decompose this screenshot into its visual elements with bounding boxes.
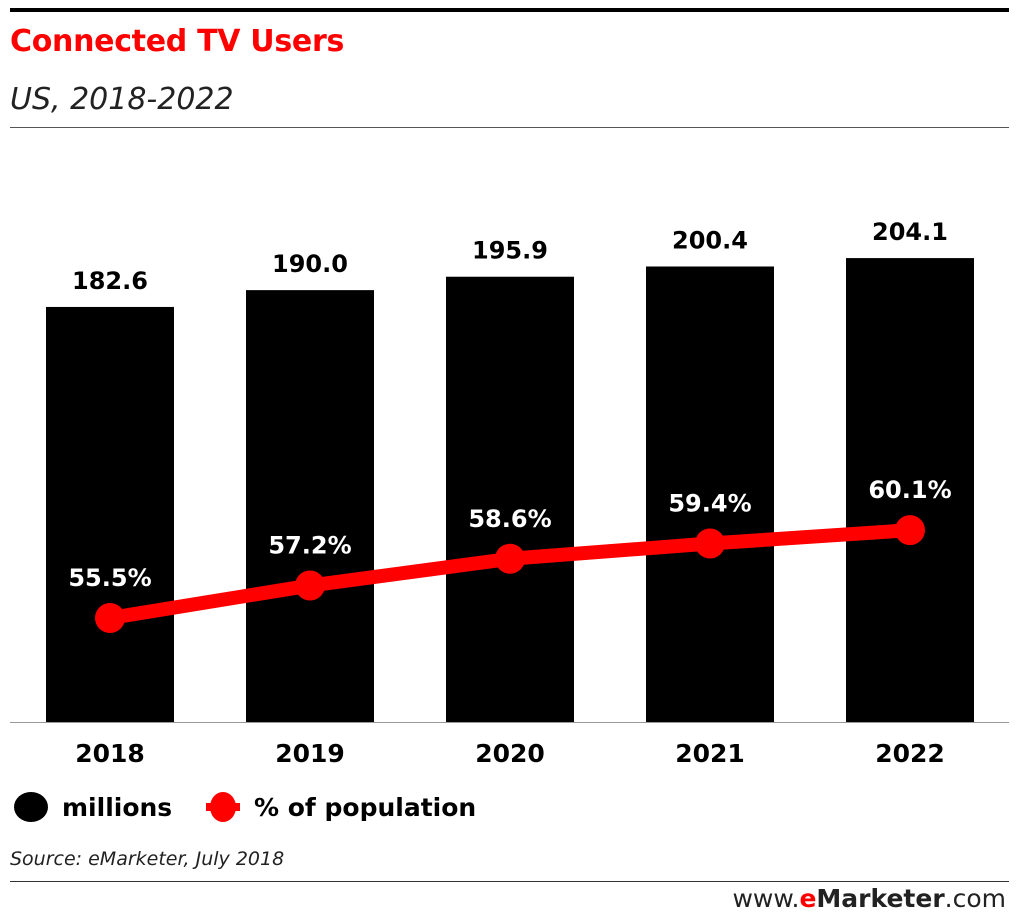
- bar-2021: [646, 266, 774, 722]
- bar-2022: [846, 258, 974, 722]
- bar-value-label-2018: 182.6: [72, 267, 148, 295]
- bar-2019: [246, 290, 374, 722]
- chart-subtitle: US, 2018-2022: [10, 82, 234, 117]
- chart-title: Connected TV Users: [10, 24, 345, 59]
- legend-label-millions: millions: [62, 792, 173, 822]
- bar-value-label-2019: 190.0: [272, 250, 348, 278]
- x-tick-label-2020: 2020: [475, 739, 545, 768]
- connected-tv-chart: 182.6 190.0 195.9 200.4 204.1 2018 2019 2020 202…: [10, 218, 1009, 768]
- population-label-2019: 57.2%: [268, 532, 351, 560]
- population-point-2021: [695, 528, 725, 559]
- population-point-2018: [95, 603, 125, 633]
- bar-2018: [46, 306, 174, 722]
- population-point-2020: [495, 543, 525, 574]
- legend-marker-population: [206, 792, 240, 822]
- bar-value-label-2021: 200.4: [672, 226, 748, 254]
- population-label-2018: 55.5%: [68, 564, 151, 592]
- legend-item-millions: millions: [14, 790, 172, 824]
- title-divider: [10, 127, 1009, 128]
- bar-value-label-2020: 195.9: [472, 237, 548, 265]
- brand-logo: www.eMarketer.com: [732, 884, 1006, 913]
- x-tick-label-2018: 2018: [75, 739, 145, 768]
- legend-label-population: % of population: [254, 792, 477, 822]
- bar-value-label-2022: 204.1: [872, 218, 948, 246]
- top-rule: [10, 8, 1009, 12]
- population-point-2022: [895, 515, 925, 546]
- population-label-2022: 60.1%: [868, 476, 951, 504]
- footer-divider: [10, 881, 1009, 882]
- x-tick-label-2021: 2021: [675, 739, 745, 768]
- x-tick-label-2019: 2019: [275, 739, 345, 768]
- legend-item-population: % of population: [206, 790, 476, 824]
- population-label-2020: 58.6%: [468, 505, 551, 533]
- population-label-2021: 59.4%: [668, 490, 751, 518]
- legend-marker-millions: [14, 792, 48, 822]
- x-tick-label-2022: 2022: [875, 739, 945, 768]
- population-point-2019: [295, 570, 325, 601]
- bar-2020: [446, 276, 574, 722]
- source-note: Source: eMarketer, July 2018: [10, 848, 285, 870]
